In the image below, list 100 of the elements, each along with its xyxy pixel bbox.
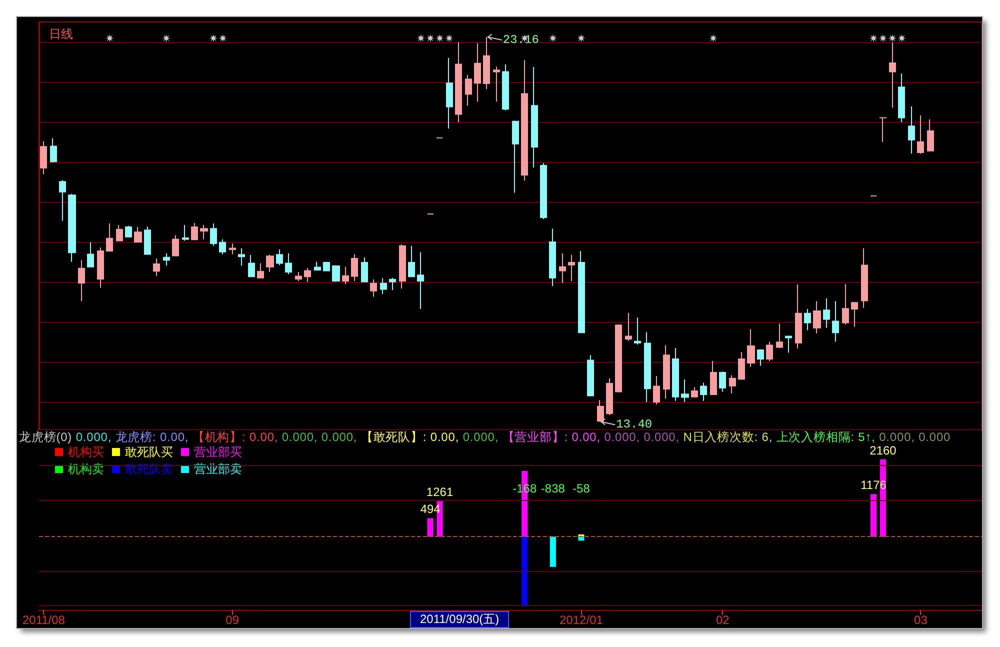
candlestick [50, 138, 57, 163]
candlestick [663, 344, 670, 399]
text: 0.000, 0.000 [879, 430, 951, 444]
candlestick [370, 278, 377, 298]
annotation: 23.16 [502, 33, 539, 48]
x-tick-label: 09 [226, 613, 240, 627]
candlestick [106, 222, 113, 252]
text: 上次入榜相隔: 5↑, [776, 430, 876, 444]
candlestick [59, 180, 66, 222]
candlestick [691, 386, 698, 398]
candlestick [361, 256, 368, 282]
candlestick [559, 252, 566, 284]
candlestick [634, 317, 641, 345]
text: 【营业部】: 0.00, [502, 430, 602, 444]
candlestick [615, 324, 622, 392]
candlestick [512, 120, 519, 194]
candlestick [898, 73, 905, 123]
candlestick [738, 351, 745, 380]
candlestick [285, 252, 292, 275]
candlestick [681, 379, 689, 403]
candlestick [87, 242, 94, 268]
candlestick [408, 245, 415, 278]
candlestick [672, 348, 679, 402]
text: 0.000, [76, 430, 113, 444]
candlestick [747, 328, 755, 368]
candlestick [248, 254, 255, 278]
candlestick [323, 261, 330, 272]
candlestick [861, 248, 868, 308]
x-tick-label: 2011/08 [22, 613, 66, 627]
candlestick [238, 248, 245, 266]
candlestick [483, 36, 490, 90]
text: 2160 [870, 443, 897, 458]
candlestick [823, 298, 830, 328]
candlestick [927, 118, 934, 152]
text: 0.000, 0.000, [282, 430, 358, 444]
candlestick [125, 225, 132, 238]
candlestick [521, 60, 528, 181]
chart-title: 日线 [49, 27, 73, 41]
bar [550, 536, 556, 567]
candlestick [653, 376, 660, 405]
candlestick [597, 400, 604, 422]
candlestick [766, 341, 773, 362]
candlestick [625, 312, 632, 342]
bar [870, 494, 877, 537]
candlestick [606, 378, 613, 416]
candlestick [578, 250, 585, 334]
candlestick [389, 277, 396, 291]
candlestick [229, 243, 236, 255]
candlestick [531, 66, 538, 168]
text: 0.000, [462, 430, 500, 444]
candlestick [785, 336, 792, 354]
candlestick [540, 162, 547, 220]
candlestick [549, 228, 556, 287]
candlestick [568, 254, 575, 282]
bar [522, 536, 528, 606]
candlestick [163, 252, 170, 266]
candlestick [342, 266, 349, 285]
legend-label: 营业部买 [194, 445, 242, 459]
text: N日入榜次数: 6, [683, 430, 774, 444]
candlestick [68, 193, 76, 262]
candlestick [210, 222, 217, 246]
annotation: 13.40 [616, 418, 652, 432]
candlestick [729, 374, 736, 394]
candlestick [295, 271, 302, 282]
candlestick [908, 106, 915, 154]
candlestick [314, 261, 321, 270]
text: 【敢死队】: 0.00, [360, 430, 460, 444]
candlestick [889, 42, 896, 108]
candlestick [399, 244, 406, 289]
annotation: -58 [572, 482, 590, 496]
candlestick [804, 308, 811, 331]
x-tick-label: 02 [716, 613, 730, 627]
candlestick [380, 278, 387, 295]
candlestick [257, 262, 264, 278]
candlestick [587, 354, 594, 396]
candlestick [219, 238, 226, 255]
candlestick [719, 371, 726, 392]
candlestick [97, 247, 104, 288]
candlestick [182, 224, 189, 242]
candlestick [191, 222, 198, 240]
text: 【机构】: 0.00, [192, 430, 280, 444]
candlestick [144, 226, 151, 255]
candlestick [266, 254, 274, 272]
candlestick [842, 284, 849, 325]
candlestick [813, 300, 821, 334]
candlestick [351, 254, 358, 282]
candlestick [40, 140, 47, 175]
candlestick [153, 258, 160, 276]
candlestick [276, 248, 283, 266]
candlestick [172, 234, 179, 256]
candlestick [502, 64, 509, 111]
candlestick [465, 74, 472, 106]
text: 2011/09/30(五) [410, 611, 510, 628]
candlestick [879, 117, 887, 142]
candlestick [304, 267, 311, 282]
candlestick [134, 226, 142, 242]
candlestick [446, 57, 453, 129]
bar [578, 536, 584, 541]
candlestick [851, 301, 858, 328]
text: 0.000, 0.000, [604, 430, 680, 444]
